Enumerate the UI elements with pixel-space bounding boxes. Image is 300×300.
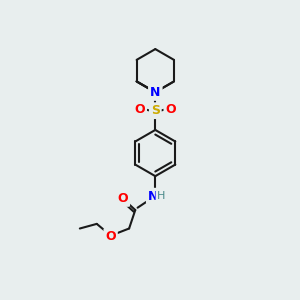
Text: N: N [150, 86, 160, 99]
Text: O: O [135, 103, 145, 116]
Text: H: H [157, 191, 166, 201]
Text: N: N [150, 86, 160, 99]
Text: S: S [151, 104, 160, 117]
Text: O: O [105, 230, 116, 243]
Text: N: N [148, 190, 158, 203]
Text: O: O [165, 103, 176, 116]
Text: O: O [118, 192, 128, 205]
